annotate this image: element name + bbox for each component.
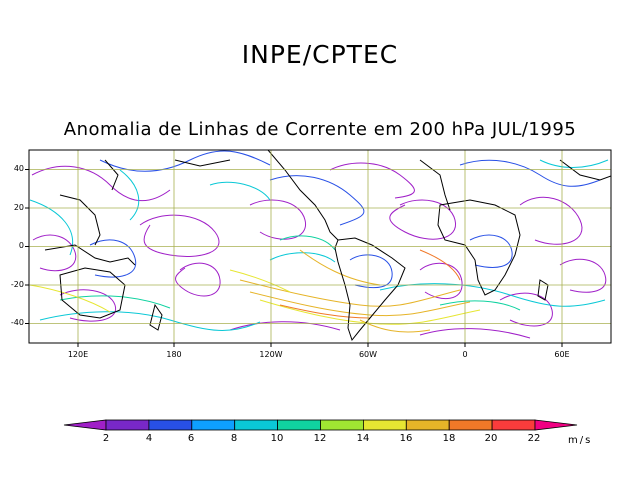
lon-label-120w: 120W bbox=[259, 350, 283, 359]
colorbar-label-10: 10 bbox=[270, 433, 284, 444]
colorbar-segment-1 bbox=[105, 419, 150, 431]
lon-label-60w: 60W bbox=[358, 350, 378, 359]
colorbar-segment-7 bbox=[362, 419, 407, 431]
colorbar-segment-2 bbox=[148, 419, 193, 431]
colorbar-segment-9 bbox=[448, 419, 493, 431]
streamlines-teal bbox=[59, 235, 521, 311]
lat-label-0: 0 bbox=[18, 241, 24, 250]
lon-label-0: 0 bbox=[462, 350, 468, 359]
map-gridlines bbox=[29, 150, 611, 343]
colorbar-label-18: 18 bbox=[442, 433, 456, 444]
colorbar-label-6: 6 bbox=[187, 433, 195, 444]
lat-label-40: 40 bbox=[13, 164, 24, 173]
streamlines-very-strong bbox=[29, 269, 481, 325]
colorbar-label-2: 2 bbox=[102, 433, 110, 444]
streamlines-mid bbox=[29, 159, 609, 331]
colorbar-label-14: 14 bbox=[356, 433, 370, 444]
colorbar-segment-8 bbox=[405, 419, 450, 431]
colorbar-segment-5 bbox=[277, 419, 321, 431]
colorbar-unit: m/s bbox=[568, 435, 593, 446]
lat-label-minus20: -20 bbox=[10, 280, 24, 289]
lon-label-180: 180 bbox=[166, 350, 182, 359]
streamlines-strong bbox=[239, 249, 471, 333]
map-frame bbox=[28, 149, 612, 344]
colorbar-segment-0 bbox=[63, 419, 107, 431]
colorbar-segment-4 bbox=[234, 419, 278, 431]
colorbar-segment-3 bbox=[191, 419, 236, 431]
colorbar-label-4: 4 bbox=[145, 433, 153, 444]
colorbar-label-12: 12 bbox=[313, 433, 327, 444]
colorbar-label-16: 16 bbox=[399, 433, 413, 444]
colorbar-segment-6 bbox=[320, 419, 364, 431]
colorbar-label-8: 8 bbox=[230, 433, 238, 444]
page-title: INPE/CPTEC bbox=[241, 40, 399, 69]
coastlines bbox=[44, 150, 611, 342]
lat-label-20: 20 bbox=[13, 203, 24, 212]
lat-label-minus40: -40 bbox=[10, 318, 24, 327]
lon-label-60e: 60E bbox=[554, 350, 570, 359]
colorbar-segment-10 bbox=[491, 419, 536, 431]
map-subtitle: Anomalia de Linhas de Corrente em 200 hP… bbox=[63, 119, 577, 140]
colorbar-segment-11 bbox=[534, 419, 578, 431]
lon-label-120e: 120E bbox=[67, 350, 89, 359]
colorbar-label-22: 22 bbox=[527, 433, 541, 444]
colorbar-label-20: 20 bbox=[484, 433, 498, 444]
streamlines-moderate bbox=[89, 150, 601, 289]
streamlines-orange bbox=[279, 249, 461, 319]
streamlines-weak bbox=[31, 162, 607, 339]
